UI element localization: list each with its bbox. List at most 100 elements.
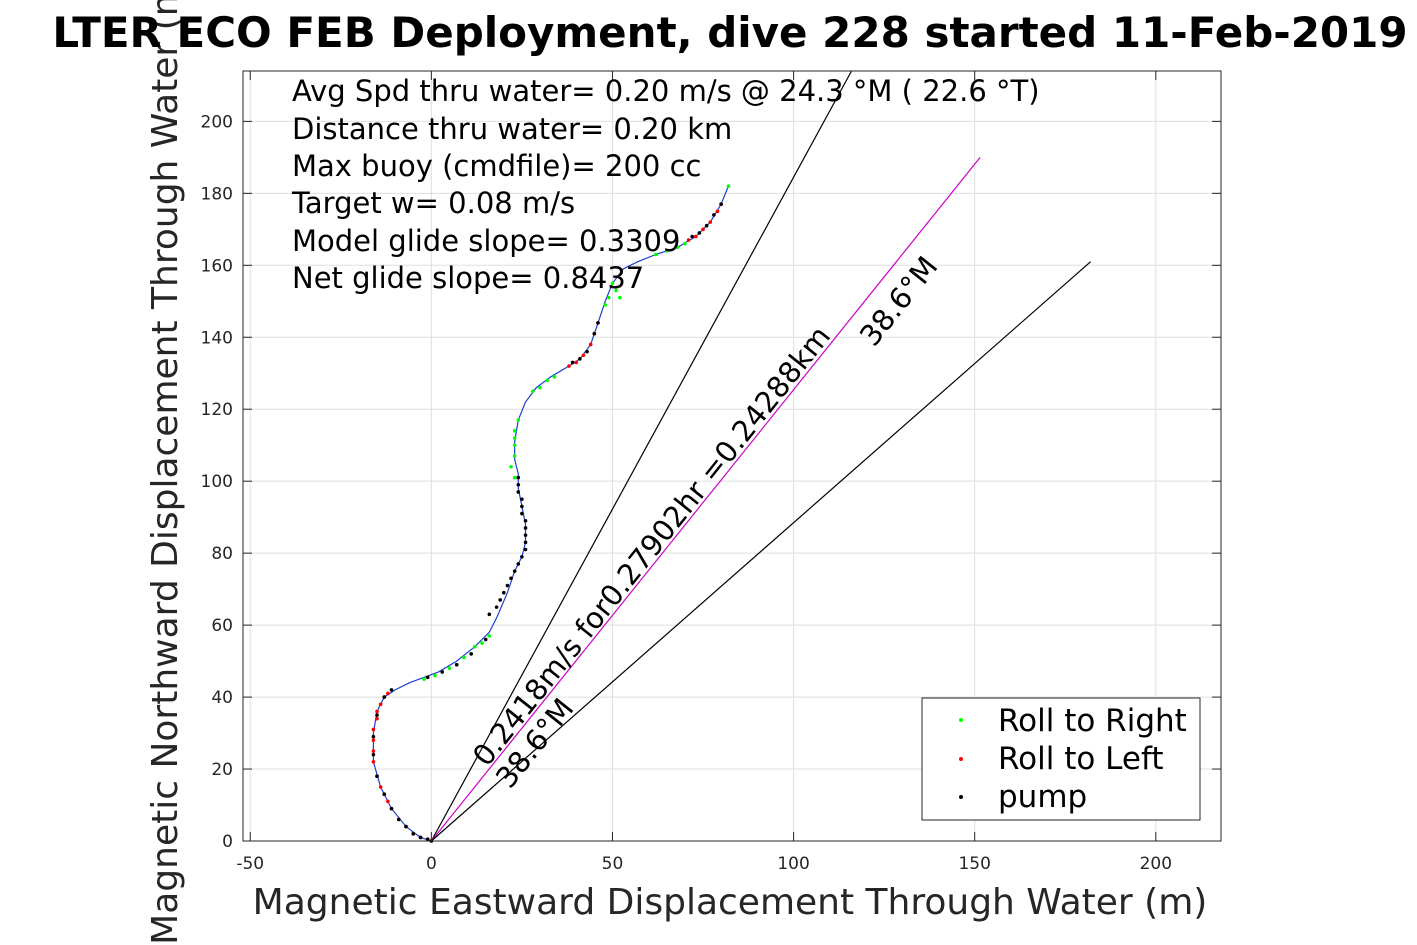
point-pump [389,688,394,692]
point-pump [523,540,528,545]
point-roll-to-right [530,389,535,394]
point-pump [382,792,387,797]
legend-marker-roll-right [959,718,963,722]
y-tick-label: 0 [222,832,233,852]
point-roll-to-left [378,785,383,789]
info-line-max-buoy: Max buoy (cmdfile)= 200 cc [292,149,701,183]
info-line-net-glide: Net glide slope= 0.8437 [292,261,644,295]
point-pump [520,497,524,501]
point-pump [425,837,430,842]
legend-label-roll-left: Roll to Left [998,741,1164,777]
info-line-avg-speed: Avg Spd thru water= 0.20 m/s @ 24.3 °M (… [292,74,1040,108]
point-pump [509,576,513,581]
heading-line [430,70,853,842]
x-tick-label: -50 [236,854,264,874]
point-roll-to-right [433,673,437,678]
point-roll-to-right [610,281,615,286]
point-pump [382,695,387,699]
point-roll-to-right [545,378,550,383]
point-pump [516,482,521,487]
x-tick-label: 0 [426,854,437,874]
point-roll-to-right [512,443,517,448]
point-pump [523,518,528,523]
y-tick-label: 180 [201,184,233,204]
point-pump [585,349,589,354]
point-pump [375,713,379,717]
point-roll-to-right [447,666,452,671]
point-pump [690,234,694,239]
chart-title: LTER ECO FEB Deployment, dive 228 starte… [52,8,1407,57]
point-roll-to-left [386,799,390,804]
point-pump [502,590,506,595]
point-roll-to-left [588,342,593,347]
y-tick-label: 60 [211,616,233,636]
y-tick-label: 100 [201,472,233,492]
point-roll-to-right [614,288,618,293]
point-pump [516,490,521,494]
point-roll-to-right [512,475,517,480]
point-roll-to-right [654,252,658,257]
heading-line [430,261,1091,842]
point-pump [411,832,416,836]
point-roll-to-right [683,241,687,246]
point-pump [487,612,492,617]
y-tick-label: 20 [211,760,233,780]
x-tick-label: 50 [602,854,624,874]
point-roll-to-right [538,385,542,390]
point-pump [520,504,524,509]
legend-marker-roll-left [959,757,963,761]
axis-ticks: -50 0 50 100 150 2000204060801001201401601802… [201,71,1221,874]
legend-marker-pump [959,795,963,799]
point-pump [494,605,499,609]
point-pump [505,583,510,588]
point-roll-to-right [480,641,484,645]
point-roll-to-right [487,634,492,638]
point-pump [592,331,597,336]
point-roll-to-left [371,749,376,753]
point-roll-to-right [422,677,426,681]
point-roll-to-right [552,375,557,379]
point-pump [520,511,524,516]
point-pump [596,321,600,325]
point-roll-to-left [567,364,571,368]
point-roll-to-left [708,220,713,224]
point-roll-to-right [462,655,466,660]
x-axis-label: Magnetic Eastward Displacement Through W… [253,882,1208,923]
point-pump [523,526,528,530]
point-roll-to-right [512,429,517,433]
point-roll-to-left [574,360,579,365]
y-tick-label: 140 [201,328,233,348]
point-roll-to-right [665,249,669,253]
point-roll-to-left [378,702,383,707]
x-tick-label: 150 [958,854,990,874]
point-roll-to-right [509,464,513,469]
point-pump [469,652,474,656]
point-pump [523,533,528,537]
heading-line [430,156,981,842]
point-pump [389,806,394,811]
point-roll-to-left [375,709,379,714]
point-roll-to-left [386,691,390,696]
point-pump [371,734,376,739]
info-line-target-w: Target w= 0.08 m/s [291,186,575,220]
y-tick-label: 80 [211,544,233,564]
point-roll-to-right [617,295,622,300]
point-pump [440,670,445,674]
point-pump [520,554,524,559]
point-roll-to-right [512,436,517,440]
point-roll-to-right [473,644,477,649]
point-roll-to-left [371,738,376,743]
point-roll-to-left [371,727,376,732]
info-line-model-glide: Model glide slope= 0.3309 [292,224,680,258]
point-roll-to-left [371,760,376,764]
point-pump [712,213,716,217]
point-pump [719,202,723,206]
point-pump [512,569,517,573]
point-pump [498,598,502,602]
point-roll-to-left [715,209,720,214]
point-roll-to-right [726,184,731,188]
point-roll-to-left [693,234,698,239]
point-roll-to-left [686,238,691,242]
point-roll-to-left [701,227,705,232]
